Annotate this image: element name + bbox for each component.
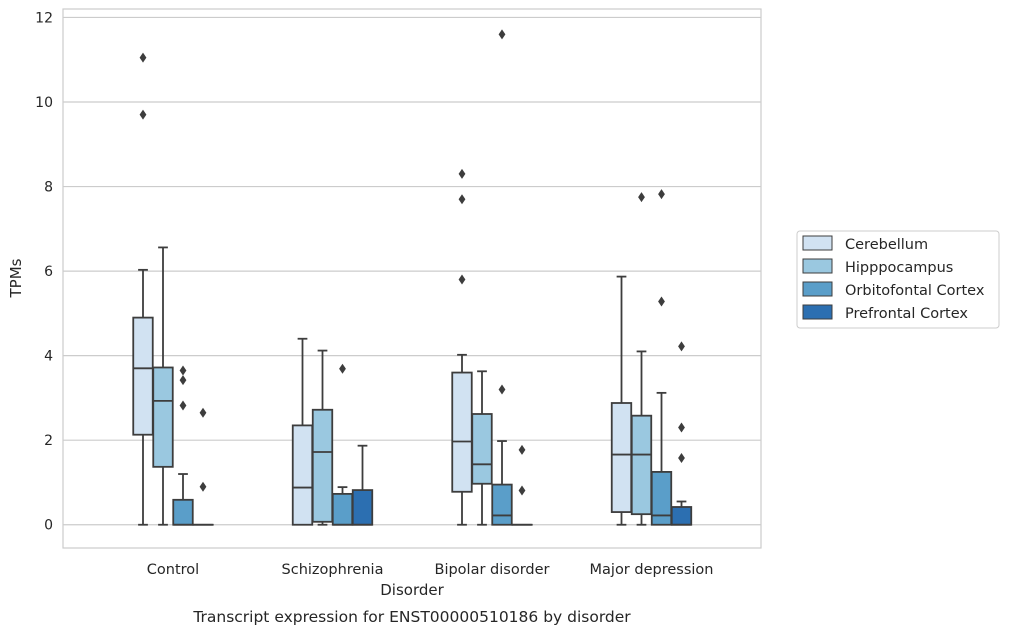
legend-label: Hipppocampus [845, 260, 953, 276]
box-body [670, 506, 693, 526]
boxes [132, 29, 693, 526]
outlier-point [518, 485, 526, 496]
box-hipppocampus [630, 192, 653, 526]
box-hipppocampus [311, 349, 334, 526]
y-tick-label: 4 [44, 349, 53, 365]
legend-swatch [802, 304, 833, 320]
outlier-point [179, 365, 187, 376]
legend-swatch [802, 281, 833, 297]
x-tick-label: Schizophrenia [282, 562, 384, 578]
box-cerebellum [291, 337, 314, 526]
y-tick-labels: 0 2 4 6 8 10 12 [35, 10, 53, 533]
outlier-point [339, 363, 346, 374]
box-prefrontal-cortex [351, 444, 374, 526]
chart-caption: Transcript expression for ENST0000051018… [192, 608, 631, 626]
outlier-point [498, 29, 506, 40]
outlier-point [658, 296, 665, 307]
outlier-point [179, 400, 187, 411]
legend-frame [796, 230, 1000, 329]
box-body [650, 471, 673, 526]
box-orbitofontal-cortex [172, 365, 194, 526]
box-prefrontal-cortex [192, 407, 214, 526]
outlier-point [638, 192, 645, 203]
outlier-point [139, 52, 147, 63]
box-body [331, 492, 354, 526]
outlier-point [139, 109, 147, 120]
legend-label: Cerebellum [845, 237, 928, 253]
box-hipppocampus [152, 246, 174, 526]
outlier-point [179, 375, 187, 386]
x-tick-label: Control [147, 562, 199, 578]
box-hipppocampus [471, 370, 493, 526]
x-tick-label: Bipolar disorder [435, 562, 550, 578]
outlier-point [678, 422, 685, 433]
legend-swatch [802, 258, 833, 274]
box-prefrontal-cortex [670, 341, 693, 526]
legend-swatch [802, 235, 833, 251]
plot-frame [62, 8, 762, 549]
box-prefrontal-cortex [511, 444, 533, 526]
outlier-point [518, 444, 526, 455]
box-body [291, 424, 314, 526]
legend-label: Prefrontal Cortex [845, 306, 968, 322]
box-body [132, 316, 154, 436]
box-body [152, 366, 174, 468]
outlier-point [658, 189, 665, 200]
y-tick-label: 12 [35, 10, 53, 26]
box-orbitofontal-cortex [650, 189, 673, 526]
legend: Cerebellum Hipppocampus Orbitofontal Corte… [796, 230, 1000, 329]
box-orbitofontal-cortex [331, 363, 354, 526]
box-body [491, 483, 513, 526]
y-tick-label: 2 [44, 433, 53, 449]
x-tick-label: Major depression [590, 562, 714, 578]
y-tick-label: 8 [44, 180, 53, 196]
box-cerebellum [132, 52, 154, 526]
box-body [610, 402, 633, 513]
box-body [311, 408, 334, 523]
x-axis-label: Disorder [380, 581, 444, 599]
x-tick-labels: Control Schizophrenia Bipolar disorder Majo… [147, 562, 714, 578]
y-tick-label: 10 [35, 95, 53, 111]
box-body [471, 413, 493, 485]
grid-lines [63, 16, 761, 526]
box-cerebellum [610, 275, 633, 526]
box-body [172, 498, 194, 526]
y-tick-label: 0 [44, 518, 53, 534]
outlier-point [458, 274, 466, 285]
outlier-point [199, 407, 207, 418]
box-cerebellum [451, 168, 473, 526]
outlier-point [199, 481, 207, 492]
box-body [630, 414, 653, 516]
y-tick-label: 6 [44, 264, 53, 280]
outlier-point [458, 194, 466, 205]
box-body [351, 489, 374, 526]
outlier-point [678, 452, 685, 463]
outlier-point [678, 341, 685, 352]
box-orbitofontal-cortex [491, 29, 513, 526]
outlier-point [458, 168, 466, 179]
y-axis-label: TPMs [7, 258, 25, 298]
box-body [451, 371, 473, 493]
outlier-point [498, 384, 506, 395]
legend-label: Orbitofontal Cortex [845, 283, 985, 299]
